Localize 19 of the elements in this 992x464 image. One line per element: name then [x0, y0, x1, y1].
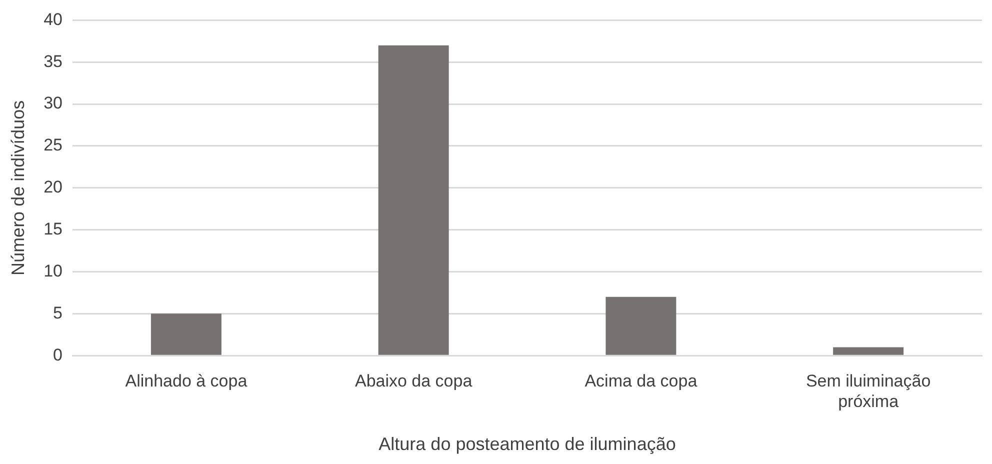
- x-tick-label: Abaixo da copa: [354, 371, 473, 390]
- bar: [833, 347, 904, 355]
- y-tick-label: 25: [44, 136, 63, 155]
- bar: [150, 314, 222, 355]
- bar: [606, 296, 676, 355]
- y-tick-label: 40: [44, 10, 63, 29]
- y-tick-label: 35: [44, 52, 63, 71]
- x-tick-label: Alinhado à copa: [125, 371, 248, 390]
- x-tick-label: Acima da copa: [584, 371, 698, 390]
- x-tick-label: Sem iluiminação próxima: [806, 371, 931, 411]
- y-tick-label: 10: [44, 261, 63, 280]
- y-tick-label: 30: [44, 94, 63, 113]
- y-tick-label: 5: [53, 303, 63, 322]
- y-tick-label: 15: [44, 220, 63, 239]
- y-tick-label: 0: [53, 345, 63, 364]
- y-tick-label: 20: [44, 178, 63, 197]
- bar: [378, 45, 449, 355]
- x-axis-title: Altura do posteamento de iluminação: [378, 434, 676, 454]
- y-axis-title: Número de indivíduos: [8, 100, 28, 276]
